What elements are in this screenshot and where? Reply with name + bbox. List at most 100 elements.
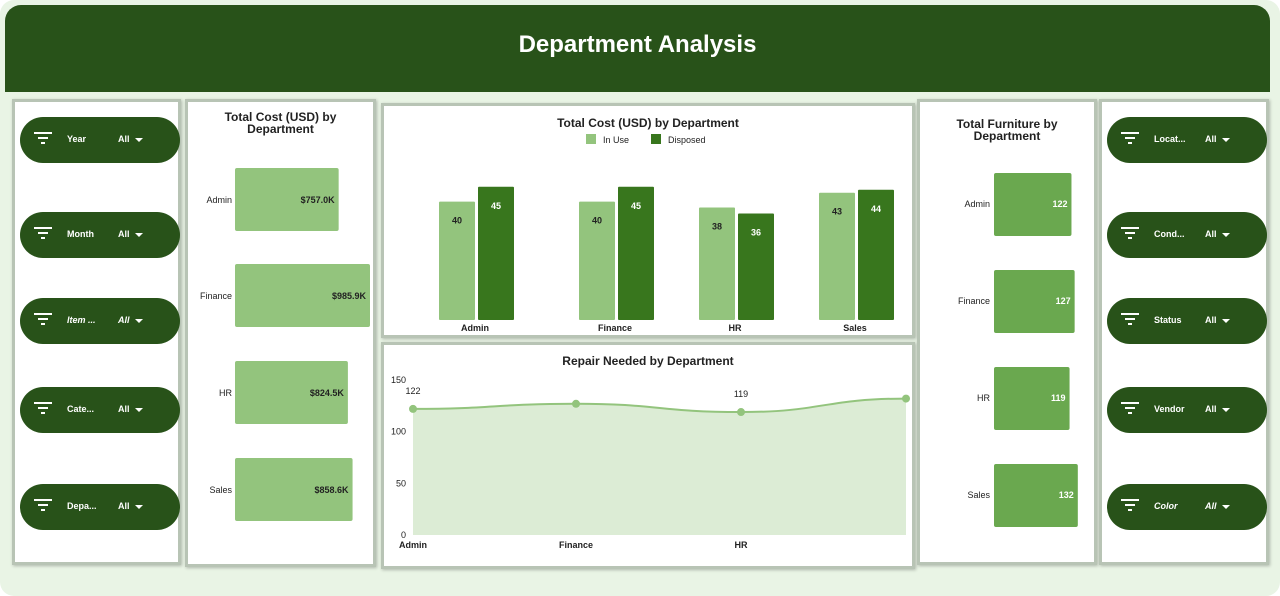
- filter-icon: [1121, 227, 1139, 239]
- data-label: 127: [1056, 296, 1071, 306]
- slicer-value[interactable]: All: [118, 315, 130, 325]
- data-label: 122: [1052, 199, 1067, 209]
- total-cost-bar-chart: Admin $757.0K Finance $985.9K HR $824.5K Sales…: [200, 168, 370, 521]
- bar: [235, 361, 348, 424]
- data-label: 119: [734, 389, 748, 399]
- data-label: $757.0K: [301, 195, 336, 205]
- area-line: [412, 397, 907, 414]
- bar: [994, 464, 1078, 527]
- bar: [994, 270, 1075, 333]
- slicer-value[interactable]: All: [1205, 229, 1217, 239]
- area-fill: [413, 398, 906, 535]
- slicer-cond[interactable]: Cond... All: [1107, 212, 1267, 258]
- chart-title: Repair Needed by Department: [562, 354, 734, 368]
- x-tick-label: Admin: [461, 323, 489, 333]
- filter-icon: [1121, 499, 1139, 511]
- page-title: Department Analysis: [5, 5, 1270, 92]
- data-label: 43: [832, 207, 842, 217]
- chevron-down-icon[interactable]: [135, 505, 143, 509]
- x-tick-label: Finance: [598, 323, 632, 333]
- slicer-value[interactable]: All: [118, 229, 130, 239]
- slicer-depa[interactable]: Depa... All: [20, 484, 180, 530]
- slicer-value[interactable]: All: [1205, 404, 1217, 414]
- chevron-down-icon[interactable]: [1222, 408, 1230, 412]
- slicer-value[interactable]: All: [1205, 501, 1217, 511]
- bar: [699, 207, 735, 320]
- legend-swatch: [651, 134, 661, 144]
- filter-icon: [34, 499, 52, 511]
- slicer-month[interactable]: Month All: [20, 212, 180, 258]
- column-chart-panel: Total Cost (USD) by Department In Use Dis…: [381, 103, 915, 338]
- slicer-label: Status: [1154, 315, 1182, 325]
- slicer-label: Depa...: [67, 501, 97, 511]
- bar: [994, 367, 1070, 430]
- furniture-bar-panel: Total Furniture by Department Admin 122 Fi…: [917, 99, 1097, 565]
- category-label: Sales: [209, 485, 232, 495]
- slicer-label: Year: [67, 134, 87, 144]
- chevron-down-icon[interactable]: [135, 138, 143, 142]
- bar: [994, 173, 1072, 236]
- slicer-value[interactable]: All: [118, 501, 130, 511]
- data-label: 40: [452, 216, 462, 226]
- category-label: Finance: [958, 296, 990, 306]
- total-cost-bar-panel: Total Cost (USD) by Department Admin $757…: [185, 99, 376, 567]
- area-chart-panel: Repair Needed by Department 0 50 100 150 Adm…: [381, 342, 915, 569]
- filter-icon: [34, 227, 52, 239]
- category-label: Sales: [967, 490, 990, 500]
- slicer-status[interactable]: Status All: [1107, 298, 1267, 344]
- chevron-down-icon[interactable]: [1222, 233, 1230, 237]
- bar: [819, 192, 855, 320]
- bar: [439, 201, 475, 320]
- data-label: 36: [751, 227, 761, 237]
- chevron-down-icon[interactable]: [135, 408, 143, 412]
- y-tick-label: 50: [396, 478, 406, 488]
- data-label: $985.9K: [332, 291, 367, 301]
- slicer-vendor[interactable]: Vendor All: [1107, 387, 1267, 433]
- filter-icon: [1121, 402, 1139, 414]
- data-label: $824.5K: [310, 388, 345, 398]
- data-label: 122: [405, 386, 420, 396]
- y-tick-label: 150: [391, 375, 406, 385]
- slicer-label: Color: [1154, 501, 1178, 511]
- bar: [579, 201, 615, 320]
- y-tick-label: 100: [391, 427, 406, 437]
- bar: [478, 186, 514, 320]
- slicer-value[interactable]: All: [118, 134, 130, 144]
- slicer-label: Cond...: [1154, 229, 1185, 239]
- bar: [235, 264, 370, 327]
- category-label: Admin: [206, 195, 232, 205]
- filter-icon: [1121, 132, 1139, 144]
- chevron-down-icon[interactable]: [135, 319, 143, 323]
- x-tick-label: Admin: [399, 540, 427, 550]
- data-label: 132: [1059, 490, 1074, 500]
- chart-title: Total Cost (USD) by Department: [224, 110, 337, 136]
- filter-icon: [34, 313, 52, 325]
- x-tick-label: Sales: [843, 323, 867, 333]
- slicer-cate[interactable]: Cate... All: [20, 387, 180, 433]
- slicer-year[interactable]: Year All: [20, 117, 180, 163]
- data-label: 44: [871, 204, 881, 214]
- chevron-down-icon[interactable]: [1222, 138, 1230, 142]
- left-filter-panel: Year All Month All Item ... All Cate... …: [12, 99, 181, 565]
- chevron-down-icon[interactable]: [1222, 505, 1230, 509]
- data-label: 45: [631, 201, 641, 211]
- slicer-value[interactable]: All: [1205, 315, 1217, 325]
- legend-label: Disposed: [668, 135, 706, 145]
- filter-icon: [1121, 313, 1139, 325]
- slicer-value[interactable]: All: [118, 404, 130, 414]
- data-label: 40: [592, 216, 602, 226]
- chevron-down-icon[interactable]: [1222, 319, 1230, 323]
- filter-icon: [34, 402, 52, 414]
- chevron-down-icon[interactable]: [135, 233, 143, 237]
- data-point: [572, 399, 580, 408]
- repair-area-chart: 0 50 100 150 Admin Finance HR 122 119: [391, 375, 910, 550]
- slicer-label: Cate...: [67, 404, 95, 414]
- slicer-color[interactable]: Color All: [1107, 484, 1267, 530]
- data-point: [409, 404, 417, 413]
- slicer-locat[interactable]: Locat... All: [1107, 117, 1267, 163]
- slicer-item[interactable]: Item ... All: [20, 298, 180, 344]
- category-label: HR: [219, 388, 232, 398]
- slicer-value[interactable]: All: [1205, 134, 1217, 144]
- slicer-label: Item ...: [67, 315, 96, 325]
- data-label: $858.6K: [315, 485, 350, 495]
